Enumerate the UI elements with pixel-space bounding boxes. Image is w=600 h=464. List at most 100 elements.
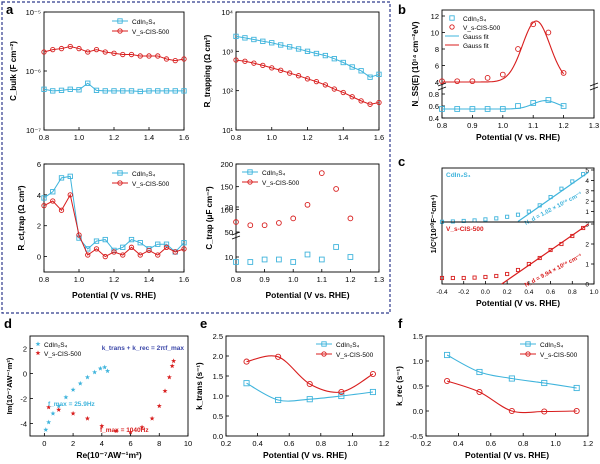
a3-x-tick-label: 0.8 — [39, 275, 49, 284]
b-axis-break — [437, 82, 447, 91]
a2-data-point — [286, 70, 293, 76]
c-x-tick-label: 0.4 — [524, 289, 533, 296]
c-y-tick-label: 3 — [585, 188, 589, 195]
b-x-axis-label: Potential (V vs. RHE) — [476, 132, 560, 142]
b-x-tick-label: 1.0 — [498, 121, 508, 130]
c-data-point — [472, 275, 477, 280]
panel-letter-f: f — [398, 316, 403, 331]
a2-data-point — [322, 52, 329, 59]
a3-data-point — [102, 236, 108, 243]
e-y-tick-label: 2.5 — [213, 332, 223, 341]
a4-x-tick-label: 1.1 — [317, 275, 327, 284]
e-x-tick-label: 0.8 — [316, 439, 326, 448]
d-data-point — [169, 363, 175, 369]
c-donor-density-label: N_d = 9.94 × 10¹⁸ cm⁻³ — [524, 253, 584, 289]
a3-data-point — [163, 241, 170, 247]
d-x-tick-label: 2 — [71, 439, 75, 448]
a1-x-tick-label: 0.8 — [39, 133, 49, 142]
a2-data-point — [242, 58, 248, 64]
a3-data-point — [111, 249, 117, 255]
a2-data-point — [242, 35, 248, 41]
f-x-tick-label: 1.2 — [583, 439, 593, 448]
a4-data-point — [318, 170, 325, 176]
e-data-point — [369, 370, 376, 378]
d-x-tick-label: 4 — [100, 439, 104, 448]
a2-data-point — [304, 76, 311, 82]
a4-data-point — [233, 259, 239, 265]
a1-y-tick-label: 10⁻⁵ — [26, 8, 41, 17]
e-x-tick-label: 1.2 — [379, 439, 389, 448]
a4-legend-label: CdIn₂S₄ — [262, 170, 286, 177]
d-data-point — [70, 387, 76, 392]
d-data-point — [113, 428, 119, 434]
b-y-tick-label: 6 — [435, 62, 439, 71]
a3-data-point — [58, 207, 65, 213]
e-data-point — [243, 380, 250, 387]
e-data-point — [306, 396, 313, 403]
d-fmax-blue-label: f_max = 25.9Hz — [48, 401, 96, 408]
a1-data-point — [155, 53, 161, 59]
a3-x-axis-label: Potential (V vs. RHE) — [72, 290, 156, 300]
e-legend-label: CdIn₂S₄ — [336, 342, 360, 349]
c-mott-schottky-fit-0 — [517, 171, 589, 222]
d-data-point — [99, 423, 105, 429]
a4-data-point — [318, 256, 325, 263]
a4-x-tick-label: 1.2 — [345, 275, 355, 284]
d-y-tick-label: -2 — [20, 395, 27, 404]
a4-y-tick-label: 10 — [225, 253, 233, 262]
a4-data-point — [247, 222, 254, 229]
a4-y-axis-label: C_trap (μF cm⁻²) — [205, 186, 214, 250]
a4-data-point — [261, 222, 268, 229]
a2-data-point — [340, 89, 346, 96]
a1-data-point — [137, 53, 143, 59]
c-x-tick-label: -0.4 — [436, 289, 448, 296]
d-data-point — [77, 380, 83, 386]
d-data-point — [105, 368, 111, 374]
a3-data-point — [41, 203, 47, 209]
a1-data-point — [128, 51, 135, 58]
a3-data-point — [50, 198, 56, 204]
c-mott-schottky-fit-1 — [501, 223, 589, 285]
c-x-tick-label: 0.2 — [503, 289, 512, 296]
e-x-tick-label: 0.2 — [221, 439, 231, 448]
c-sample-label: V_s-CIS-500 — [446, 226, 484, 233]
c-data-point — [494, 273, 499, 279]
f-series-line-1 — [446, 380, 577, 414]
b-x-tick-label: 0.9 — [467, 121, 477, 130]
a1-x-tick-label: 1.0 — [74, 133, 84, 142]
a4-data-point — [304, 201, 311, 208]
d-y-axis-label: Im(10⁻⁷AW⁻¹m²) — [5, 357, 14, 414]
d-data-point — [139, 424, 145, 430]
a2-data-point — [295, 46, 302, 52]
a3-data-point — [93, 246, 100, 252]
a1-data-point — [93, 87, 100, 93]
b-legend-marker — [449, 15, 455, 21]
a2-data-point — [304, 48, 311, 54]
a2-x-tick-label: 1.2 — [302, 133, 312, 142]
a1-data-point — [163, 88, 170, 94]
a3-y-tick-label: 2 — [37, 222, 41, 231]
f-data-point — [573, 407, 580, 415]
a4-data-point — [304, 251, 311, 258]
b-y-tick-label: 0.4 — [429, 114, 439, 123]
f-y-tick-label: -0.5 — [410, 432, 423, 441]
a1-series-line-1 — [43, 46, 185, 62]
a1-y-tick-label: 10⁻⁷ — [26, 126, 41, 135]
a1-y-tick-label: 10⁻⁶ — [26, 67, 41, 76]
c-x-tick-label: 1.0 — [589, 289, 598, 296]
a1-series-line-0 — [43, 82, 184, 92]
c-data-point — [515, 267, 521, 273]
f-y-tick-label: 0.5 — [413, 382, 423, 391]
a4-axis-break — [231, 231, 241, 240]
a1-legend-marker — [117, 18, 123, 24]
c-data-point — [494, 216, 499, 221]
a3-series-line-0 — [43, 175, 185, 253]
b-legend-label: Gauss fit — [463, 43, 489, 50]
a2-data-point — [358, 68, 364, 74]
d-data-point — [84, 415, 90, 421]
a3-data-point — [76, 232, 82, 238]
a3-data-point — [111, 247, 117, 254]
e-y-tick-label: 0.5 — [213, 412, 223, 421]
a2-y-axis-label: R_trapping (Ω cm²) — [203, 34, 212, 107]
a1-legend-label: V_s-CIS-500 — [132, 29, 170, 36]
